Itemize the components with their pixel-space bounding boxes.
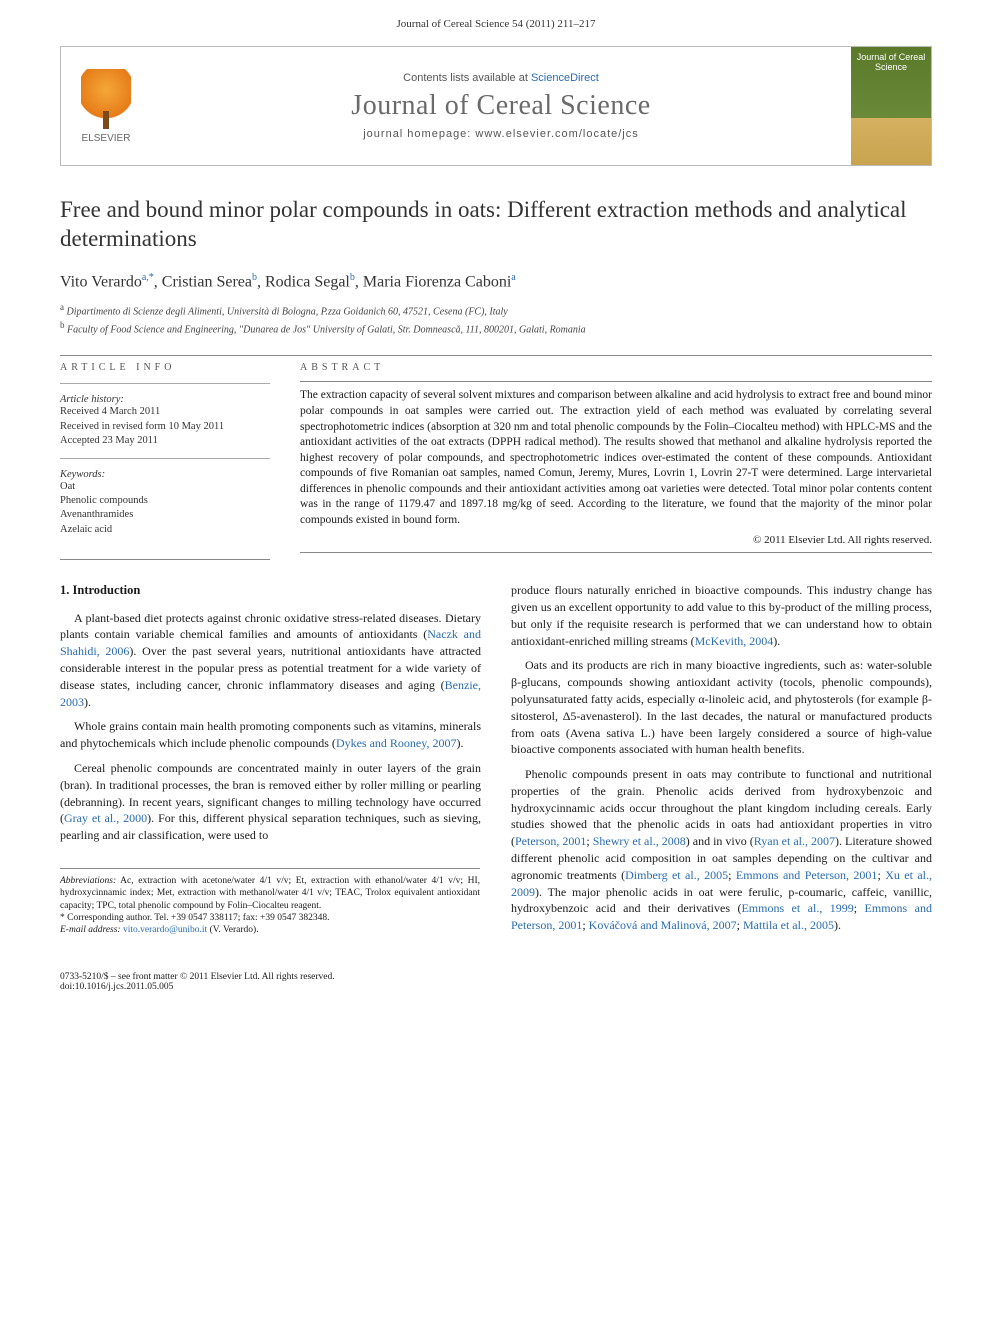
- col2-para-2: Oats and its products are rich in many b…: [511, 657, 932, 758]
- section-1-head: 1. Introduction: [60, 582, 481, 600]
- history-revised: Received in revised form 10 May 2011: [60, 420, 270, 434]
- sciencedirect-link[interactable]: ScienceDirect: [531, 72, 599, 84]
- ref-mattila-2005[interactable]: Mattila et al., 2005: [743, 918, 834, 932]
- keyword-3: Avenanthramides: [60, 508, 270, 522]
- author-2: , Cristian Serea: [154, 273, 252, 290]
- article-title: Free and bound minor polar compounds in …: [60, 196, 932, 254]
- article-info-head: ARTICLE INFO: [60, 362, 270, 373]
- author-3: , Rodica Segal: [257, 273, 350, 290]
- ref-emmons-peterson-2001a[interactable]: Emmons and Peterson, 2001: [736, 868, 878, 882]
- elsevier-tree-icon: [81, 69, 131, 129]
- journal-cover-thumbnail: Journal of Cereal Science: [851, 47, 931, 165]
- contents-available-line: Contents lists available at ScienceDirec…: [403, 72, 599, 84]
- author-1-affil: a,*: [142, 272, 154, 283]
- info-rule-2: [60, 458, 270, 459]
- journal-homepage-line: journal homepage: www.elsevier.com/locat…: [363, 128, 639, 140]
- ref-emmons-1999[interactable]: Emmons et al., 1999: [741, 901, 853, 915]
- rule-top: [60, 355, 932, 356]
- abbreviations-line: Abbreviations: Ac, extraction with aceto…: [60, 875, 480, 912]
- author-email-link[interactable]: vito.verardo@unibo.it: [123, 925, 207, 935]
- history-head: Article history:: [60, 394, 270, 405]
- ref-peterson-2001[interactable]: Peterson, 2001: [515, 834, 586, 848]
- ref-dykes-2007[interactable]: Dykes and Rooney, 2007: [336, 736, 457, 750]
- affiliation-b: b Faculty of Food Science and Engineerin…: [60, 319, 932, 337]
- history-body: Received 4 March 2011 Received in revise…: [60, 405, 270, 448]
- keyword-2: Phenolic compounds: [60, 494, 270, 508]
- keyword-1: Oat: [60, 480, 270, 494]
- author-4-affil: a: [511, 272, 515, 283]
- author-1: Vito Verardo: [60, 273, 142, 290]
- ref-gray-2000[interactable]: Gray et al., 2000: [64, 811, 147, 825]
- doi-block: 0733-5210/$ – see front matter © 2011 El…: [0, 972, 992, 1012]
- authors-line: Vito Verardoa,*, Cristian Sereab, Rodica…: [60, 272, 932, 291]
- article-main: Free and bound minor polar compounds in …: [0, 166, 992, 962]
- cover-title: Journal of Cereal Science: [855, 53, 927, 73]
- history-received: Received 4 March 2011: [60, 405, 270, 419]
- ref-mckevith-2004[interactable]: McKevith, 2004: [695, 634, 774, 648]
- citation-text: Journal of Cereal Science 54 (2011) 211–…: [397, 18, 596, 30]
- info-rule-1: [60, 383, 270, 384]
- column-left: 1. Introduction A plant-based diet prote…: [60, 582, 481, 942]
- abstract-box: ABSTRACT The extraction capacity of seve…: [300, 362, 932, 559]
- keywords-head: Keywords:: [60, 469, 270, 480]
- col1-para-1: A plant-based diet protects against chro…: [60, 610, 481, 711]
- history-accepted: Accepted 23 May 2011: [60, 434, 270, 448]
- article-info-box: ARTICLE INFO Article history: Received 4…: [60, 362, 270, 559]
- journal-name: Journal of Cereal Science: [351, 90, 650, 122]
- affiliations: a Dipartimento di Scienze degli Alimenti…: [60, 301, 932, 338]
- abstract-copyright: © 2011 Elsevier Ltd. All rights reserved…: [300, 534, 932, 546]
- running-head: Journal of Cereal Science 54 (2011) 211–…: [0, 0, 992, 38]
- corresponding-author-line: * Corresponding author. Tel. +39 0547 33…: [60, 912, 480, 924]
- abstract-rule-top: [300, 381, 932, 382]
- ref-dimberg-2005[interactable]: Dimberg et al., 2005: [625, 868, 728, 882]
- front-matter-line: 0733-5210/$ – see front matter © 2011 El…: [60, 972, 932, 982]
- footnotes: Abbreviations: Ac, extraction with aceto…: [60, 868, 480, 937]
- keywords-body: Oat Phenolic compounds Avenanthramides A…: [60, 480, 270, 537]
- keyword-4: Azelaic acid: [60, 523, 270, 537]
- col1-para-2: Whole grains contain main health promoti…: [60, 718, 481, 752]
- elsevier-logo: ELSEVIER: [61, 47, 151, 165]
- contents-center: Contents lists available at ScienceDirec…: [151, 47, 851, 165]
- affiliation-a: a Dipartimento di Scienze degli Alimenti…: [60, 301, 932, 319]
- col1-para-3: Cereal phenolic compounds are concentrat…: [60, 760, 481, 844]
- author-4: , Maria Fiorenza Caboni: [355, 273, 511, 290]
- ref-kovacova-2007[interactable]: Kováčová and Malinová, 2007: [589, 918, 737, 932]
- abstract-rule-bottom: [300, 552, 932, 553]
- email-line: E-mail address: vito.verardo@unibo.it (V…: [60, 924, 480, 936]
- abstract-head: ABSTRACT: [300, 362, 932, 373]
- abstract-text: The extraction capacity of several solve…: [300, 388, 932, 528]
- rule-mid: [60, 559, 270, 560]
- ref-ryan-2007[interactable]: Ryan et al., 2007: [754, 834, 835, 848]
- col2-para-1: produce flours naturally enriched in bio…: [511, 582, 932, 649]
- journal-homepage-url: www.elsevier.com/locate/jcs: [475, 128, 638, 140]
- elsevier-brand-text: ELSEVIER: [82, 133, 131, 144]
- ref-shewry-2008[interactable]: Shewry et al., 2008: [593, 834, 686, 848]
- contents-bar: ELSEVIER Contents lists available at Sci…: [60, 46, 932, 166]
- body-columns: 1. Introduction A plant-based diet prote…: [60, 582, 932, 942]
- info-abstract-row: ARTICLE INFO Article history: Received 4…: [60, 362, 932, 559]
- column-right: produce flours naturally enriched in bio…: [511, 582, 932, 942]
- doi-line: doi:10.1016/j.jcs.2011.05.005: [60, 982, 932, 992]
- col2-para-3: Phenolic compounds present in oats may c…: [511, 766, 932, 934]
